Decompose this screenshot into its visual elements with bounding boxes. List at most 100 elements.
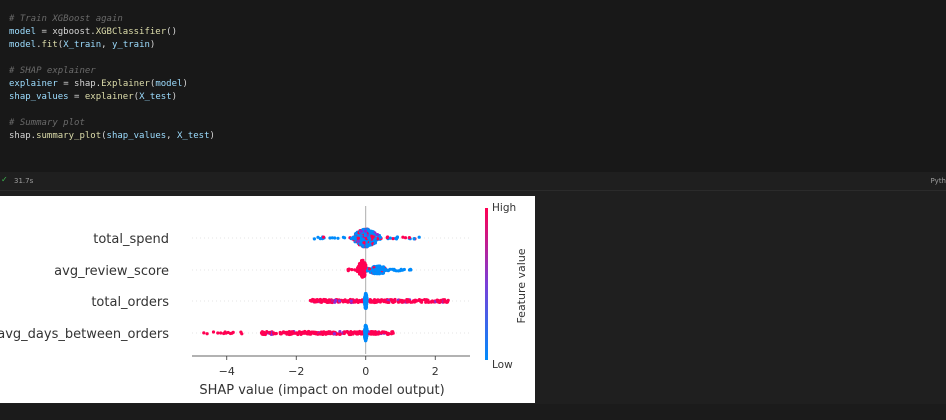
shap-point — [341, 235, 345, 239]
colorbar-low-label: Low — [492, 359, 513, 371]
shap-point — [383, 268, 387, 272]
shap-point — [378, 298, 382, 302]
shap-point — [353, 235, 357, 239]
code-line: model.fit(X_train, y_train) — [9, 39, 215, 52]
shap-point — [361, 266, 365, 270]
code-line: model = xgboost.XGBClassifier() — [9, 26, 215, 39]
x-tick-label: 0 — [362, 365, 369, 378]
code-token: ) — [182, 79, 188, 89]
x-tick-label: −4 — [219, 365, 235, 378]
shap-point — [380, 268, 384, 272]
shap-point — [386, 331, 391, 336]
code-token: X_test — [139, 92, 172, 102]
code-token: model — [9, 40, 37, 50]
shap-point — [396, 269, 400, 273]
shap-point — [356, 268, 360, 272]
code-token: X_train — [63, 40, 102, 50]
shap-point — [373, 240, 377, 244]
shap-point — [358, 331, 362, 335]
shap-point — [382, 299, 386, 303]
shap-point — [439, 298, 443, 302]
shap-point — [315, 298, 319, 302]
shap-point — [308, 332, 312, 336]
code-token: y_train — [111, 40, 150, 50]
code-token: model — [9, 27, 37, 37]
shap-point — [342, 331, 346, 336]
x-tick-label: −2 — [288, 365, 304, 378]
shap-point — [364, 334, 368, 338]
shap-point — [410, 300, 414, 304]
shap-point — [361, 245, 365, 249]
shap-point — [426, 300, 430, 304]
feature-label: avg_days_between_orders — [0, 327, 169, 342]
shap-point — [321, 235, 326, 239]
code-line: explainer = shap.Explainer(model) — [9, 78, 215, 91]
code-token: , — [101, 40, 112, 50]
shap-point — [373, 298, 377, 303]
code-token: ( — [57, 40, 64, 50]
code-token: = shap. — [57, 79, 102, 89]
code-token: explainer — [9, 79, 58, 89]
shap-point — [379, 331, 384, 335]
code-token: ( — [133, 92, 140, 102]
shap-point — [318, 332, 322, 336]
shap-point — [363, 301, 367, 305]
code-token: ) — [209, 131, 215, 141]
bottom-scroll-area[interactable] — [0, 404, 946, 420]
shap-point — [414, 299, 418, 303]
shap-point — [321, 330, 325, 334]
shap-point — [375, 233, 380, 237]
shap-point — [284, 330, 288, 335]
success-check-icon: ✓ — [1, 175, 8, 184]
shap-point — [349, 237, 353, 241]
shap-point — [371, 235, 375, 239]
code-editor[interactable]: # Train XGBoost again model = xgboost.XGB… — [9, 13, 215, 143]
shap-point — [333, 236, 337, 240]
code-token: = xgboost. — [36, 27, 96, 37]
shap-point — [423, 298, 427, 302]
shap-point — [412, 237, 416, 241]
kernel-language-label[interactable]: Pyth — [930, 177, 946, 185]
shap-point — [323, 331, 328, 335]
code-cell[interactable]: # Train XGBoost again model = xgboost.XGB… — [0, 0, 946, 172]
shap-point — [319, 298, 323, 302]
shap-point — [388, 236, 392, 240]
execution-time: 31.7s — [14, 177, 34, 185]
shap-point — [445, 300, 449, 304]
shap-point — [341, 300, 345, 304]
code-token: XGBClassifier — [95, 27, 167, 37]
code-token: , — [166, 131, 177, 141]
shap-point — [202, 331, 206, 335]
feature-label: avg_review_score — [54, 264, 169, 279]
shap-point — [328, 236, 332, 240]
shap-point — [364, 330, 368, 334]
shap-point — [268, 330, 272, 335]
shap-point — [386, 300, 390, 304]
shap-point — [392, 267, 396, 271]
shap-point — [332, 332, 336, 336]
shap-point — [374, 271, 378, 275]
shap-point — [369, 230, 373, 234]
code-token: fit — [41, 40, 58, 50]
shap-point — [364, 295, 368, 299]
shap-point — [211, 330, 216, 334]
shap-point — [369, 330, 373, 334]
shap-point — [316, 235, 320, 239]
shap-point — [370, 300, 374, 304]
code-line: # SHAP explainer — [9, 65, 215, 78]
shap-point — [259, 331, 264, 335]
shap-point — [367, 267, 371, 271]
shap-point — [360, 274, 364, 278]
shap-point — [377, 330, 381, 334]
shap-point — [361, 258, 365, 262]
shap-point — [371, 268, 375, 272]
code-token: summary_plot — [36, 131, 102, 141]
shap-point — [375, 332, 379, 336]
code-line: # Train XGBoost again — [9, 13, 215, 26]
code-token: shap. — [9, 131, 37, 141]
shap-point — [301, 330, 305, 334]
shap-point — [401, 235, 405, 239]
shap-point — [390, 330, 394, 334]
code-token: # SHAP explainer — [9, 66, 96, 76]
shap-point — [374, 267, 378, 272]
